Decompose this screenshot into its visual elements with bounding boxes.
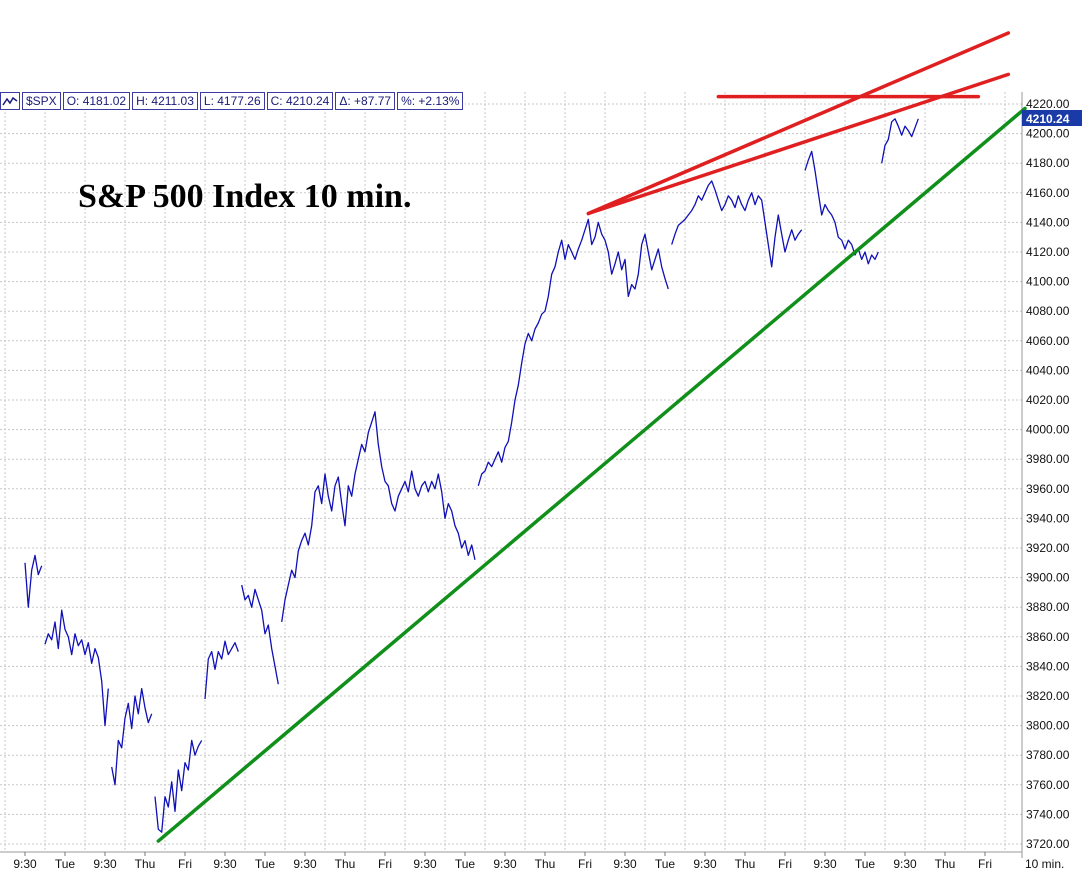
price-line-segment-8 xyxy=(671,180,803,268)
price-line-segment-9 xyxy=(804,150,879,265)
open-value: O: 4181.02 xyxy=(62,92,131,110)
y-tick-label: 4080.00 xyxy=(1026,304,1070,318)
chart-title: S&P 500 Index 10 min. xyxy=(78,178,412,215)
trendline-2 xyxy=(586,31,1011,216)
y-tick-label: 3780.00 xyxy=(1026,748,1070,762)
price-line-segment-4 xyxy=(204,640,239,700)
x-tick-label: Fri xyxy=(778,857,792,871)
trendline-0 xyxy=(156,106,1027,843)
grid-lines xyxy=(0,92,1022,852)
y-tick-label: 3740.00 xyxy=(1026,807,1070,821)
trendlines xyxy=(156,31,1027,843)
x-tick-label: Fri xyxy=(978,857,992,871)
chart-type-icon[interactable] xyxy=(0,92,20,110)
x-tick-label: Tue xyxy=(455,857,476,871)
price-line-segment-5 xyxy=(241,584,279,685)
y-tick-label: 3720.00 xyxy=(1026,837,1070,851)
x-axis-ticks: 9:30 Tue 9:30 Thu Fri 9:30 Tue 9:30 Thu Fri 9:30 Tu… xyxy=(13,852,992,871)
x-tick-label: 9:30 xyxy=(413,857,437,871)
x-tick-label: Fri xyxy=(578,857,592,871)
y-tick-label: 3760.00 xyxy=(1026,778,1070,792)
quote-header: $SPX O: 4181.02 H: 4211.03 L: 4177.26 C:… xyxy=(0,92,466,110)
y-tick-label: 3860.00 xyxy=(1026,630,1070,644)
price-series xyxy=(24,118,919,833)
y-tick-label: 3960.00 xyxy=(1026,482,1070,496)
x-tick-label: 9:30 xyxy=(493,857,517,871)
y-tick-label: 3920.00 xyxy=(1026,541,1070,555)
last-value-box xyxy=(1022,110,1082,126)
y-tick-label: 4200.00 xyxy=(1026,127,1070,141)
price-line-segment-1 xyxy=(44,609,109,727)
x-tick-label: Thu xyxy=(135,857,156,871)
last-value-marker: 4210.24 xyxy=(1022,110,1082,126)
price-line-segment-7 xyxy=(477,218,669,486)
y-tick-label: 3820.00 xyxy=(1026,689,1070,703)
price-line-segment-6 xyxy=(281,411,476,623)
price-line-segment-2 xyxy=(111,687,153,786)
y-tick-label: 4100.00 xyxy=(1026,275,1070,289)
low-value: L: 4177.26 xyxy=(199,92,265,110)
y-tick-label: 4160.00 xyxy=(1026,186,1070,200)
x-tick-label: Tue xyxy=(255,857,276,871)
x-tick-label: Thu xyxy=(335,857,356,871)
high-value: H: 4211.03 xyxy=(132,92,198,110)
x-tick-label: 9:30 xyxy=(893,857,917,871)
x-tick-label: 9:30 xyxy=(693,857,717,871)
x-tick-label: Thu xyxy=(735,857,756,871)
price-line-segment-3 xyxy=(154,739,203,833)
x-tick-label: 9:30 xyxy=(213,857,237,871)
x-tick-label: Fri xyxy=(178,857,192,871)
y-tick-label: 4120.00 xyxy=(1026,245,1070,259)
y-tick-label: 4020.00 xyxy=(1026,393,1070,407)
x-tick-label: Thu xyxy=(535,857,556,871)
x-tick-label: Thu xyxy=(935,857,956,871)
symbol-label[interactable]: $SPX xyxy=(22,92,61,110)
percent-change-value: %: +2.13% xyxy=(397,92,464,110)
y-tick-label: 4060.00 xyxy=(1026,334,1070,348)
x-tick-label: 9:30 xyxy=(813,857,837,871)
y-tick-label: 3800.00 xyxy=(1026,719,1070,733)
y-tick-label: 3840.00 xyxy=(1026,659,1070,673)
x-tick-label: 9:30 xyxy=(93,857,117,871)
last-value-label: 4210.24 xyxy=(1026,112,1070,126)
x-tick-label: Tue xyxy=(55,857,76,871)
x-tick-label: Fri xyxy=(378,857,392,871)
y-tick-label: 4220.00 xyxy=(1026,97,1070,111)
x-tick-label: 9:30 xyxy=(13,857,37,871)
y-tick-label: 3940.00 xyxy=(1026,511,1070,525)
x-tick-label: Tue xyxy=(855,857,876,871)
x-tick-label: Tue xyxy=(655,857,676,871)
interval-label: 10 min. xyxy=(1025,857,1064,871)
y-tick-label: 4040.00 xyxy=(1026,363,1070,377)
change-value: Δ: +87.77 xyxy=(335,92,396,110)
price-line-segment-10 xyxy=(881,118,919,164)
y-tick-label: 3980.00 xyxy=(1026,452,1070,466)
y-axis-ticks: 3720.00 3740.00 3760.00 3780.00 3800.00 3820.… xyxy=(1026,97,1070,851)
close-value: C: 4210.24 xyxy=(266,92,334,110)
y-tick-label: 3880.00 xyxy=(1026,600,1070,614)
y-tick-label: 4000.00 xyxy=(1026,423,1070,437)
x-tick-label: 9:30 xyxy=(613,857,637,871)
price-line-segment-0 xyxy=(24,554,43,608)
y-tick-label: 3900.00 xyxy=(1026,571,1070,585)
x-tick-label: 9:30 xyxy=(293,857,317,871)
y-tick-label: 4140.00 xyxy=(1026,215,1070,229)
y-tick-label: 4180.00 xyxy=(1026,156,1070,170)
